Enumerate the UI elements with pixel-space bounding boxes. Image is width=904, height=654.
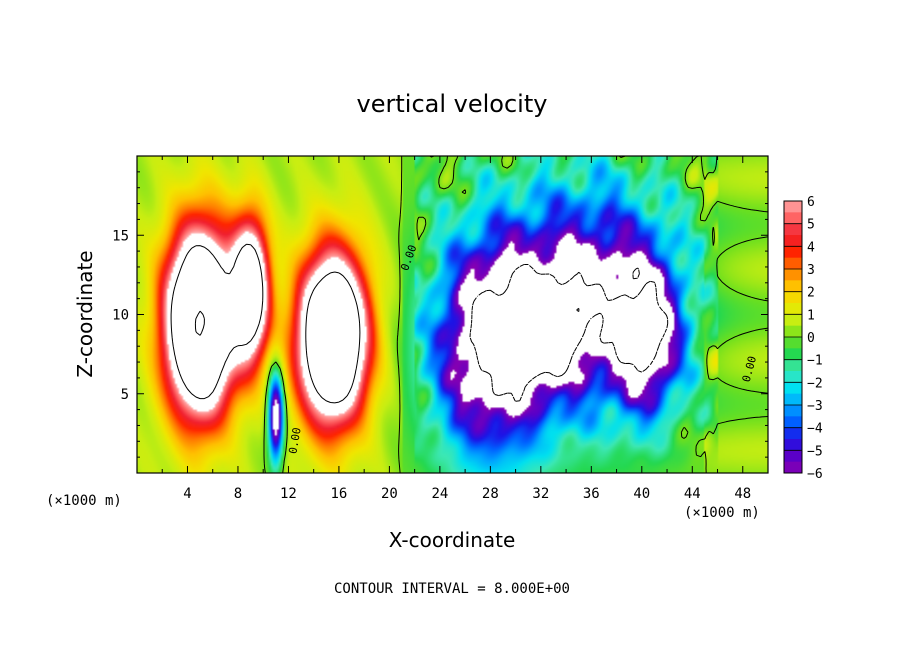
x-tick-label: 48 — [734, 486, 751, 502]
colorbar-swatch — [784, 393, 802, 406]
contour-interval-note: CONTOUR INTERVAL = 8.000E+00 — [334, 581, 570, 597]
colorbar-tick-label: −1 — [807, 354, 823, 369]
colorbar-swatch — [784, 348, 802, 361]
colorbar-swatch — [784, 246, 802, 259]
x-unit-left: (×1000 m) — [46, 493, 122, 509]
colorbar-swatch — [784, 427, 802, 440]
y-axis-label: Z-coordinate — [73, 250, 97, 377]
colorbar-tick-label: 1 — [807, 308, 815, 323]
colorbar-tick-label: 5 — [807, 218, 815, 233]
x-tick-label: 16 — [330, 486, 347, 502]
colorbar-tick-label: 0 — [807, 331, 815, 346]
x-tick-label: 32 — [532, 486, 549, 502]
x-tick-label: 44 — [684, 486, 701, 502]
x-tick-label: 40 — [633, 486, 650, 502]
colorbar-swatch — [784, 450, 802, 463]
colorbar-swatch — [784, 371, 802, 383]
colorbar-swatch — [784, 439, 802, 451]
x-tick-label: 8 — [234, 486, 242, 502]
y-tick-label: 5 — [121, 387, 129, 403]
colorbar-swatch — [784, 314, 802, 327]
chart-title: vertical velocity — [357, 90, 548, 118]
colorbar-tick-label: −2 — [807, 376, 823, 391]
colorbar-swatch — [784, 212, 802, 225]
heatmap-field — [137, 156, 768, 473]
colorbar-tick-label: −5 — [807, 444, 823, 459]
x-tick-label: 4 — [183, 486, 191, 502]
colorbar-swatch — [784, 416, 802, 429]
colorbar: 6 5 4 3 2 1 0 −1 −2 −3 −4 −5 −6 — [783, 195, 823, 482]
x-tick-label: 20 — [381, 486, 398, 502]
contour-lines — [170, 156, 768, 473]
y-axis: 5 10 15 — [112, 171, 768, 458]
colorbar-tick-label: 2 — [807, 286, 815, 301]
colorbar-swatch — [784, 257, 802, 270]
colorbar-tick-label: −6 — [807, 467, 823, 482]
contour-line — [194, 310, 205, 336]
colorbar-swatch — [784, 337, 802, 349]
colorbar-swatch — [784, 291, 802, 304]
colorbar-tick-label: −4 — [807, 422, 823, 437]
colorbar-swatch — [784, 269, 802, 281]
colorbar-swatch — [784, 235, 802, 247]
colorbar-swatch — [784, 405, 802, 417]
x-tick-label: 12 — [280, 486, 297, 502]
colorbar-tick-label: 3 — [807, 263, 815, 278]
x-tick-label: 24 — [431, 486, 448, 502]
contour-line — [170, 243, 361, 404]
colorbar-swatch — [784, 223, 802, 236]
colorbar-swatch — [784, 201, 802, 213]
x-axis-label: X-coordinate — [389, 528, 516, 552]
colorbar-swatch — [784, 461, 802, 474]
contour-negative — [469, 264, 669, 402]
y-tick-label: 15 — [112, 228, 129, 244]
colorbar-swatch — [784, 382, 802, 395]
colorbar-swatch — [784, 303, 802, 315]
plot-area — [137, 156, 768, 473]
colorbar-swatch — [784, 359, 802, 372]
contour-line — [263, 156, 768, 473]
colorbar-tick-label: 6 — [807, 195, 815, 210]
x-tick-label: 28 — [482, 486, 499, 502]
contour-label: 0.00 — [286, 427, 303, 455]
x-axis: 4 8 12 16 20 24 28 32 36 40 44 48 — [161, 156, 751, 502]
colorbar-tick-label: 4 — [807, 240, 815, 255]
colorbar-swatch — [784, 280, 802, 293]
colorbar-swatch — [784, 325, 802, 338]
y-tick-label: 10 — [112, 308, 129, 324]
x-unit-right: (×1000 m) — [684, 505, 760, 521]
colorbar-tick-label: −3 — [807, 399, 823, 414]
x-tick-label: 36 — [583, 486, 600, 502]
